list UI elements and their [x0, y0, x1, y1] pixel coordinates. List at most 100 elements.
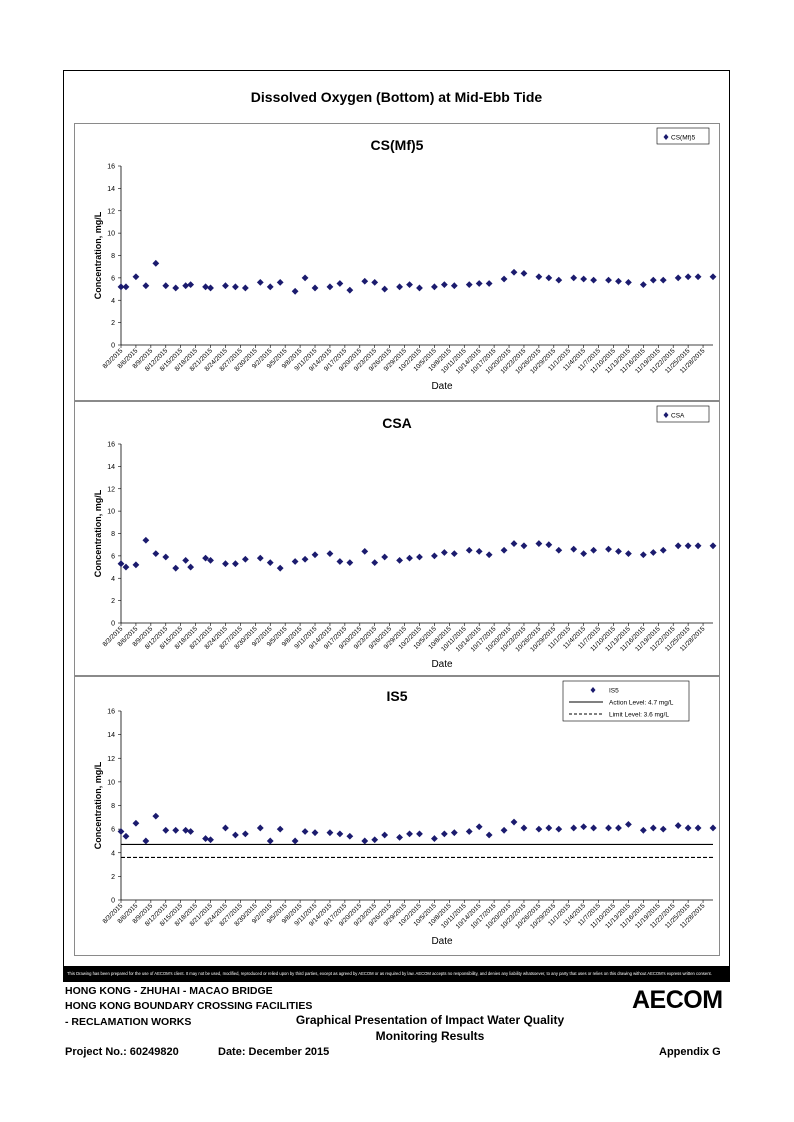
- legend-label: CSA: [671, 413, 685, 420]
- y-tick-label: 2: [111, 874, 115, 881]
- chart-panel-is5: IS5 0 2 4 6 8 10 12 14 16 Concentration, mg/L 8/3/2…: [74, 676, 720, 956]
- y-tick-label: 8: [111, 253, 115, 260]
- data-point: [187, 828, 195, 835]
- data-point: [694, 824, 702, 832]
- data-point: [520, 824, 528, 832]
- project-number: Project No.: 60249820: [65, 1046, 179, 1058]
- chart-title: CSA: [382, 415, 412, 431]
- data-point: [649, 276, 657, 284]
- data-point: [256, 824, 264, 832]
- y-tick-label: 8: [111, 803, 115, 810]
- data-point: [132, 273, 140, 281]
- data-point: [674, 274, 682, 282]
- y-tick-label: 0: [111, 621, 115, 628]
- data-point: [122, 563, 130, 571]
- data-point: [639, 551, 647, 559]
- data-point: [162, 282, 170, 290]
- data-point: [182, 282, 190, 290]
- data-point: [336, 830, 344, 838]
- data-point: [256, 278, 264, 286]
- data-point: [416, 830, 423, 838]
- data-point: [659, 276, 667, 284]
- chart-title: CS(Mf)5: [371, 137, 424, 153]
- data-point: [381, 553, 389, 561]
- data-point: [570, 274, 578, 282]
- data-point: [381, 285, 389, 293]
- chart-panel-csa: CSA 0 2 4 6 8 10 12 14 16 Concentration, mg/L 8/3/2…: [74, 401, 720, 676]
- data-point: [659, 825, 667, 833]
- data-point: [535, 273, 543, 281]
- data-point: [326, 283, 334, 291]
- legend-label: Limit Level: 3.6 mg/L: [609, 712, 669, 719]
- x-axis-label: Date: [431, 936, 453, 947]
- data-point: [431, 283, 438, 291]
- data-point: [396, 833, 403, 841]
- data-point: [266, 837, 274, 845]
- data-point: [311, 551, 319, 559]
- legend-marker: [590, 687, 596, 693]
- y-axis-label: Concentration, mg/L: [93, 761, 103, 849]
- data-point: [346, 286, 354, 294]
- x-axis-label: Date: [431, 659, 453, 670]
- y-tick-label: 10: [107, 231, 115, 238]
- data-point: [241, 830, 249, 838]
- data-point: [535, 825, 543, 833]
- data-point: [475, 823, 483, 831]
- data-point: [361, 548, 369, 555]
- data-point: [187, 281, 195, 288]
- drawing-sheet: Dissolved Oxygen (Bottom) at Mid-Ebb Tid…: [63, 70, 730, 982]
- data-point: [276, 564, 284, 572]
- data-point: [580, 275, 588, 283]
- data-point: [475, 280, 483, 287]
- data-point: [162, 826, 170, 834]
- data-point: [207, 836, 214, 844]
- data-point: [590, 276, 598, 284]
- data-point: [674, 822, 682, 829]
- data-point: [406, 281, 413, 288]
- data-point: [475, 548, 483, 555]
- y-tick-label: 4: [111, 576, 115, 583]
- data-point: [336, 558, 344, 565]
- data-point: [416, 553, 423, 561]
- data-point: [590, 546, 598, 554]
- data-point: [500, 546, 508, 554]
- data-point: [440, 830, 448, 838]
- data-point: [694, 273, 702, 281]
- data-point: [465, 546, 473, 554]
- data-point: [266, 283, 274, 291]
- data-point: [709, 542, 717, 550]
- data-point: [142, 536, 150, 544]
- drawing-title-line-1: Graphical Presentation of Impact Water Q…: [295, 1013, 565, 1027]
- data-point: [222, 824, 229, 832]
- title-block-line-2: HONG KONG BOUNDARY CROSSING FACILITIES: [65, 1000, 313, 1012]
- data-point: [291, 287, 299, 295]
- data-point: [639, 281, 647, 288]
- data-point: [117, 560, 125, 568]
- y-tick-label: 14: [107, 186, 115, 193]
- y-tick-label: 10: [107, 509, 115, 516]
- appendix-label: Appendix G: [659, 1046, 721, 1058]
- data-point: [615, 824, 622, 832]
- data-point: [396, 283, 403, 291]
- data-point: [684, 273, 692, 281]
- data-point: [311, 284, 319, 292]
- data-point: [580, 823, 588, 831]
- data-point: [580, 550, 588, 558]
- data-point: [311, 829, 319, 837]
- y-tick-label: 2: [111, 598, 115, 605]
- data-point: [406, 830, 413, 838]
- data-point: [709, 824, 717, 832]
- data-point: [232, 560, 239, 568]
- data-point: [510, 540, 518, 547]
- y-tick-label: 6: [111, 275, 115, 282]
- data-point: [674, 542, 682, 550]
- data-point: [555, 276, 563, 284]
- data-point: [291, 837, 299, 845]
- chart-title: IS5: [386, 688, 407, 704]
- data-point: [241, 555, 249, 563]
- data-point: [187, 563, 195, 571]
- x-axis-label: Date: [431, 381, 453, 392]
- data-point: [605, 545, 612, 553]
- data-point: [117, 828, 125, 835]
